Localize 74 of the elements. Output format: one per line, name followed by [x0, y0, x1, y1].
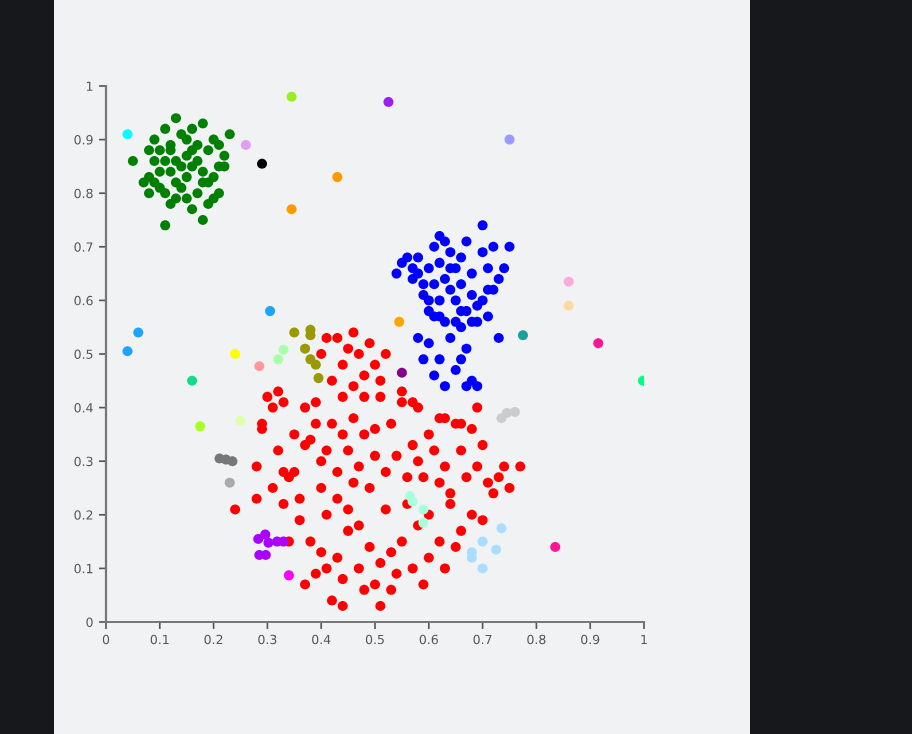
- point: [509, 406, 520, 417]
- point: [563, 276, 574, 287]
- point: [181, 134, 192, 145]
- point: [187, 123, 198, 134]
- point: [165, 166, 176, 177]
- point: [213, 139, 224, 150]
- point: [160, 123, 171, 134]
- point: [273, 354, 284, 365]
- point: [418, 504, 429, 515]
- point: [289, 327, 300, 338]
- point: [313, 373, 324, 384]
- point: [224, 477, 235, 488]
- point: [283, 570, 294, 581]
- point: [197, 166, 208, 177]
- point: [138, 177, 149, 188]
- point: [257, 158, 268, 169]
- point: [195, 421, 206, 432]
- point: [265, 306, 276, 317]
- point: [149, 134, 160, 145]
- point: [227, 456, 238, 467]
- point: [477, 536, 488, 547]
- point: [170, 193, 181, 204]
- point: [219, 150, 230, 161]
- point: [192, 188, 203, 199]
- point: [170, 156, 181, 167]
- point: [144, 188, 155, 199]
- point: [154, 145, 165, 156]
- point: [160, 220, 171, 231]
- point: [517, 330, 528, 341]
- point: [240, 139, 251, 150]
- point: [181, 193, 192, 204]
- point: [278, 344, 289, 355]
- point: [332, 172, 343, 183]
- point: [477, 563, 488, 574]
- point: [144, 145, 155, 156]
- point: [407, 496, 418, 507]
- point: [149, 156, 160, 167]
- point: [254, 361, 265, 372]
- point: [383, 97, 394, 108]
- point: [394, 316, 405, 327]
- point: [170, 113, 181, 124]
- point: [203, 198, 214, 209]
- point: [187, 375, 198, 386]
- point: [550, 541, 561, 552]
- point: [160, 156, 171, 167]
- point: [160, 188, 171, 199]
- point: [224, 129, 235, 140]
- point: [593, 338, 604, 349]
- point: [197, 214, 208, 226]
- point: [504, 134, 515, 145]
- point: [230, 348, 241, 360]
- point: [181, 172, 192, 183]
- point: [154, 166, 165, 177]
- point: [491, 544, 502, 555]
- point: [127, 156, 138, 167]
- point: [133, 327, 144, 338]
- point: [563, 300, 574, 311]
- point: [170, 177, 181, 188]
- point: [260, 529, 271, 540]
- point: [418, 517, 429, 528]
- point: [286, 91, 297, 102]
- point: [197, 118, 208, 129]
- point: [122, 346, 133, 357]
- point: [396, 367, 407, 378]
- point: [187, 204, 198, 215]
- point: [203, 145, 214, 156]
- point: [496, 523, 507, 534]
- point: [310, 359, 321, 370]
- point: [235, 415, 246, 427]
- point: [187, 161, 198, 172]
- point: [300, 343, 311, 354]
- point: [187, 145, 198, 156]
- point: [122, 129, 133, 140]
- point: [286, 204, 297, 215]
